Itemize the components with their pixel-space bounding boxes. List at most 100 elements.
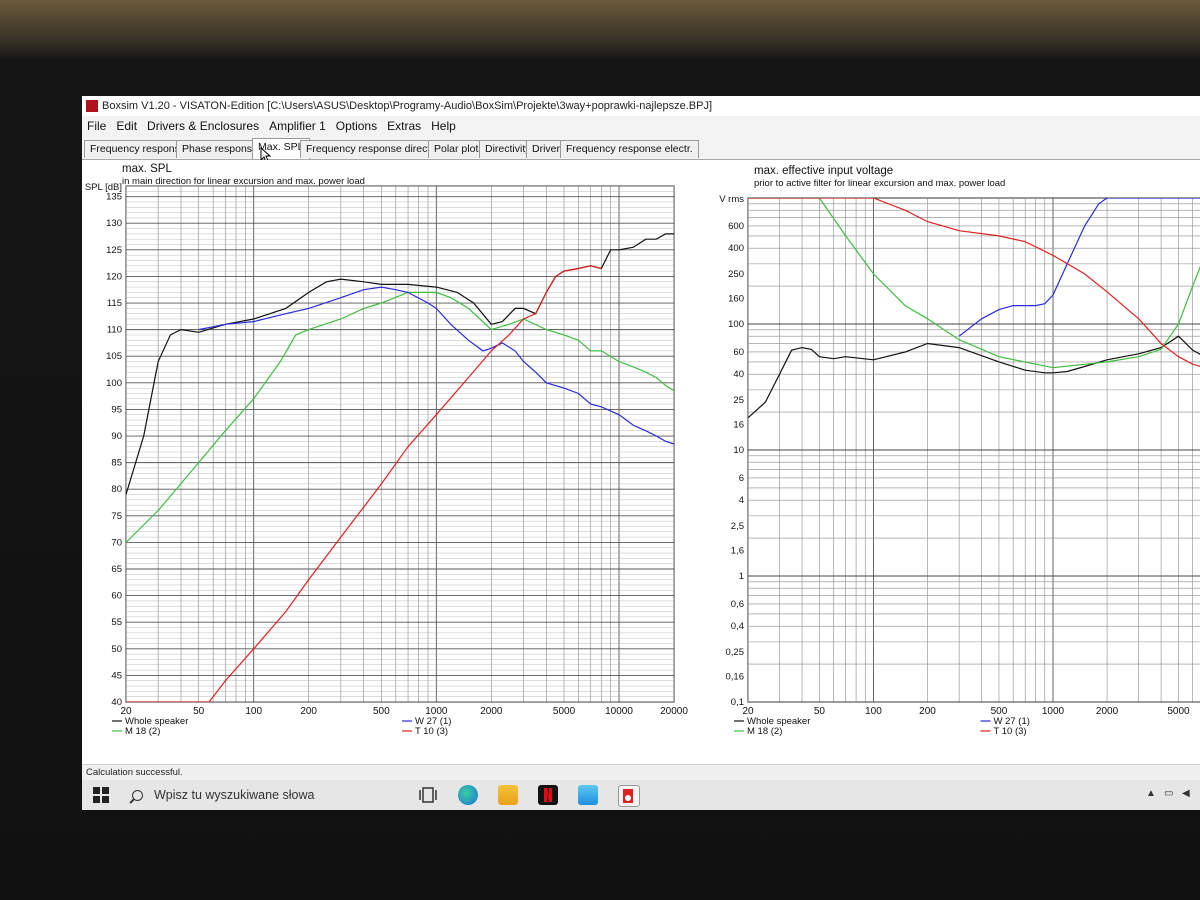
y-tick-label: 90 [111,431,122,442]
series-line-w-27-1- [958,198,1200,337]
x-tick-label: 200 [919,706,936,717]
series-line-whole-speaker [748,335,1200,419]
tab-bar: Frequency response. Phase response Max. … [82,137,1200,163]
menu-help[interactable]: Help [431,119,456,133]
windows-start-icon[interactable] [92,786,110,804]
y-tick-label: 0,25 [726,647,745,658]
chart-title: max. effective input voltage [754,165,893,177]
chart-subtitle: prior to active filter for linear excurs… [754,178,1005,189]
y-tick-label: 16 [733,419,744,430]
file-explorer-icon[interactable] [498,785,518,805]
menu-extras[interactable]: Extras [387,119,422,133]
legend-label: W 27 (1) [994,716,1030,727]
y-tick-label: 60 [733,347,744,358]
y-tick-label: 105 [106,351,122,362]
taskbar-search-box[interactable]: Wpisz tu wyszukiwane słowa [118,782,398,808]
boxsim-app-icon [86,100,98,112]
y-tick-label: 45 [111,670,122,681]
y-tick-label: 6 [739,473,744,484]
y-tick-label: 130 [106,218,122,229]
boxsim-taskbar-icon[interactable] [618,785,640,807]
screen: Boxsim V1.20 - VISATON-Edition [C:\Users… [82,96,1200,810]
y-tick-label: 250 [728,269,744,280]
y-tick-label: 0,1 [731,697,744,708]
y-tick-label: 60 [111,591,122,602]
tab-phase-response[interactable]: Phase response [176,140,264,158]
grid [748,198,1200,702]
x-tick-label: 2000 [480,706,503,717]
y-tick-label: 600 [728,221,744,232]
x-tick-label: 100 [245,706,262,717]
legend-label: Whole speaker [747,716,810,727]
series-line-w-27-1- [198,286,674,445]
menu-drivers-enclosures[interactable]: Drivers & Enclosures [147,119,260,133]
plot-frame [125,185,675,703]
tray-chevron-icon[interactable]: ▲ [1146,788,1156,799]
x-tick-label: 500 [991,706,1008,717]
network-icon[interactable]: ▭ [1164,788,1174,799]
x-tick-label: 200 [300,706,317,717]
x-tick-label: 20 [742,706,754,717]
tab-polar-plots[interactable]: Polar plots [428,140,490,158]
legend-label: W 27 (1) [415,716,451,727]
y-tick-label: 50 [111,644,122,655]
title-bar: Boxsim V1.20 - VISATON-Edition [C:\Users… [82,96,1200,116]
y-tick-label: 135 [106,192,122,203]
legend-label: M 18 (2) [125,726,160,737]
y-tick-label: 80 [111,484,122,495]
legend-label: T 10 (3) [415,726,448,737]
series-line-m-18-2- [748,198,1200,369]
edge-browser-icon[interactable] [458,785,478,805]
grid [126,186,674,702]
status-bar: Calculation successful. [82,764,1200,781]
y-axis-label: SPL [dB] [85,182,122,193]
series-line-t-10-3- [126,265,602,702]
window-title: Boxsim V1.20 - VISATON-Edition [C:\Users… [102,100,713,112]
chart-2: 20 50 100 200 500 1000 2000 5000 0,1 0,16 0,25 0,4 0… [719,165,1200,737]
x-tick-label: 20000 [660,706,688,717]
y-tick-label: 0,16 [726,671,745,682]
volume-icon[interactable]: ◀ [1182,788,1190,799]
series-line-t-10-3- [748,198,1200,367]
x-tick-label: 1000 [425,706,448,717]
y-tick-label: 115 [107,298,122,309]
taskbar: Wpisz tu wyszukiwane słowa ▲ ▭ ◀ [82,780,1200,810]
y-tick-label: 55 [111,617,122,628]
tab-frequency-response[interactable]: Frequency response. [84,140,195,158]
y-tick-label: 160 [728,293,744,304]
y-tick-label: 0,4 [731,621,744,632]
y-tick-label: 120 [106,271,122,282]
tab-frequency-response-directions[interactable]: Frequency response directions [300,140,456,158]
tab-driver[interactable]: Driver [526,140,566,158]
x-tick-label: 20 [120,706,132,717]
menu-file[interactable]: File [87,119,107,133]
y-axis-label: V rms [719,194,744,205]
task-view-icon[interactable] [418,785,438,805]
y-tick-label: 10 [733,445,744,456]
y-tick-label: 110 [107,325,122,336]
y-tick-label: 1 [739,571,744,582]
netflix-icon[interactable] [538,785,558,805]
x-tick-label: 1000 [1042,706,1065,717]
series-group [126,233,674,702]
menu-amplifier[interactable]: Amplifier 1 [269,119,326,133]
store-app-icon[interactable] [578,785,598,805]
menu-edit[interactable]: Edit [116,119,138,133]
x-tick-label: 100 [865,706,882,717]
y-tick-label: 95 [111,404,122,415]
tab-frequency-response-electr[interactable]: Frequency response electr. [560,140,699,158]
chart-area: 20 50 100 200 500 1000 2000 5000 10000 20000 40 45 5… [82,160,1200,764]
y-tick-label: 0,6 [731,599,744,610]
search-icon [132,790,143,801]
y-tick-label: 65 [111,564,122,575]
x-tick-label: 50 [814,706,826,717]
series-group [748,198,1200,419]
y-tick-label: 40 [111,697,122,708]
y-tick-label: 100 [106,378,122,389]
y-tick-label: 400 [728,243,744,254]
y-tick-label: 75 [111,511,122,522]
chart-title: max. SPL [122,163,172,175]
menu-options[interactable]: Options [335,119,378,133]
chart-1: 20 50 100 200 500 1000 2000 5000 10000 20000 40 45 5… [85,163,688,737]
x-tick-label: 5000 [553,706,576,717]
